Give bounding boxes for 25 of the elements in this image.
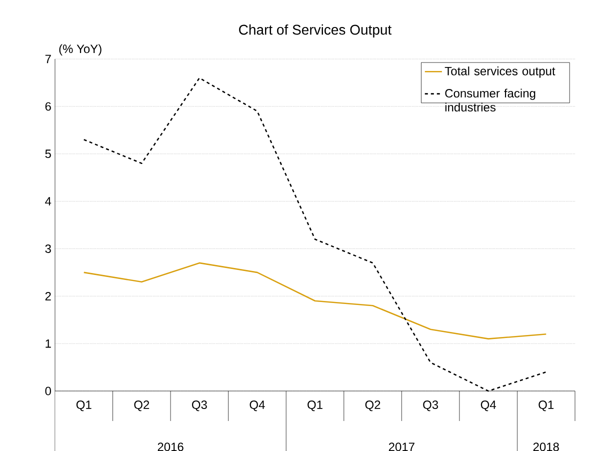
chart-title: Chart of Services Output bbox=[239, 24, 392, 38]
y-tick-label: 3 bbox=[45, 244, 51, 253]
x-tick-label: Q2 bbox=[365, 400, 380, 412]
x-tick-label: Q1 bbox=[308, 400, 322, 412]
y-tick-label: 0 bbox=[45, 386, 52, 396]
x-tick-label: Q4 bbox=[250, 400, 265, 412]
legend-label: Consumer facing industries bbox=[445, 88, 536, 112]
y-tick-label: 7 bbox=[45, 54, 51, 64]
legend-label: Total services output bbox=[444, 66, 556, 78]
x-tick-label: Q1 bbox=[538, 400, 554, 412]
y-tick-label: 5 bbox=[45, 150, 51, 158]
y-tick-label: 2 bbox=[45, 292, 51, 300]
y-tick-label: 6 bbox=[45, 102, 51, 111]
x-tick-label: Q2 bbox=[134, 400, 150, 412]
x-tick-label: Q3 bbox=[423, 400, 438, 412]
y-tick-label: 1 bbox=[46, 339, 51, 348]
line-series bbox=[83, 262, 547, 340]
y-axis-title: (% YoY) bbox=[59, 44, 102, 56]
x-tick-label: Q3 bbox=[192, 400, 207, 412]
x-tick-label: Q4 bbox=[480, 400, 496, 412]
text: 2018 bbox=[533, 442, 559, 451]
text: 2016 bbox=[158, 442, 184, 451]
text: 2017 bbox=[388, 442, 414, 451]
x-tick-label: Q1 bbox=[76, 400, 92, 412]
y-tick-label: 4 bbox=[45, 197, 52, 206]
